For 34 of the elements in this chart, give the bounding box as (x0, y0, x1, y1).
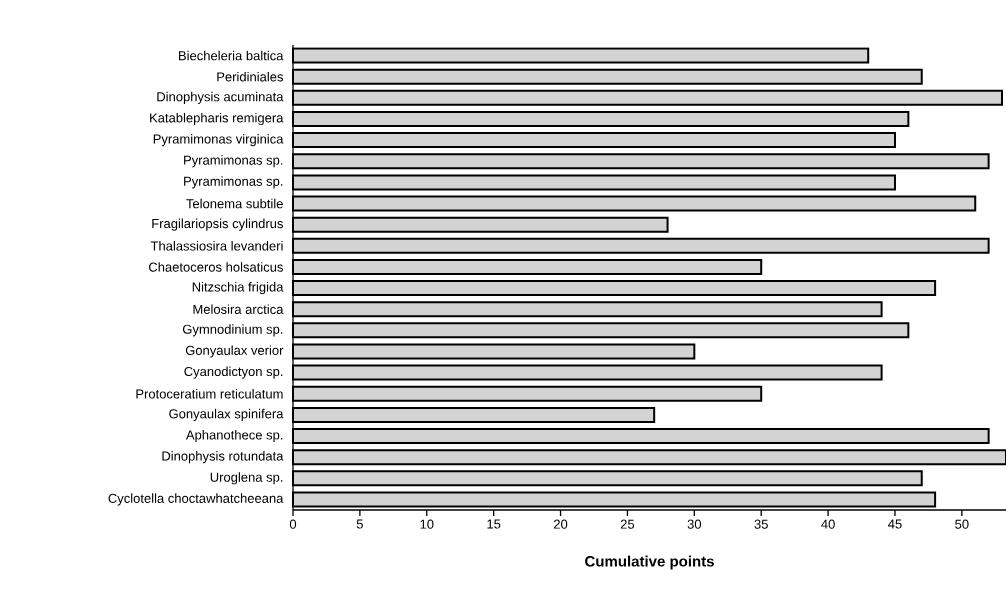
x-tick-label: 50 (955, 519, 969, 529)
y-tick-label: Gonyaulax verior (185, 345, 284, 358)
x-tick-label: 5 (356, 519, 363, 529)
y-tick-label: Aphanothece sp. (185, 429, 283, 443)
x-axis-title: Cumulative points (585, 555, 714, 570)
y-tick-label: Dinophysis rotundata (162, 451, 284, 464)
y-tick-label: Protoceratium reticulatum (136, 388, 283, 399)
y-tick-label: Thalassiosira levanderi (150, 241, 283, 251)
y-tick-label: Katablepharis remigera (150, 112, 284, 126)
x-tick-label: 40 (821, 519, 835, 529)
y-tick-label: Cyanodictyon sp. (184, 366, 283, 379)
y-tick-label: Telonema subtile (186, 198, 283, 209)
y-tick-label: Pyramimonas virginica (153, 134, 284, 147)
y-tick-label: Uroglena sp. (210, 472, 283, 485)
x-tick-label: 10 (420, 519, 434, 529)
x-tick-label: 35 (754, 519, 768, 529)
x-tick-label: 45 (888, 519, 902, 529)
x-tick-label: 25 (620, 519, 635, 529)
y-tick-label: Gonyaulax spinifera (169, 408, 284, 421)
y-tick-label: Dinophysis acuminata (157, 91, 284, 104)
y-tick-label: Nitzschia frigida (192, 282, 284, 295)
y-tick-label: Chaetoceros holsaticus (149, 262, 283, 272)
y-tick-label: Biecheleria baltica (179, 50, 284, 61)
y-tick-label: Peridiniales (217, 71, 283, 82)
y-tick-label: Cyclotella choctawhatcheeana (108, 493, 284, 506)
y-tick-label: Gymnodinium sp. (182, 324, 283, 337)
y-tick-label: Melosira arctica (193, 304, 284, 314)
y-tick-label: Pyramimonas sp. (184, 176, 283, 189)
y-tick-label: Pyramimonas sp. (184, 155, 283, 168)
x-tick-label: 30 (687, 519, 702, 529)
x-tick-label: 20 (553, 519, 568, 529)
y-tick-label: Fragilariopsis cylindrus (152, 218, 283, 231)
x-tick-label: 0 (289, 519, 297, 529)
x-tick-label: 15 (487, 519, 501, 529)
